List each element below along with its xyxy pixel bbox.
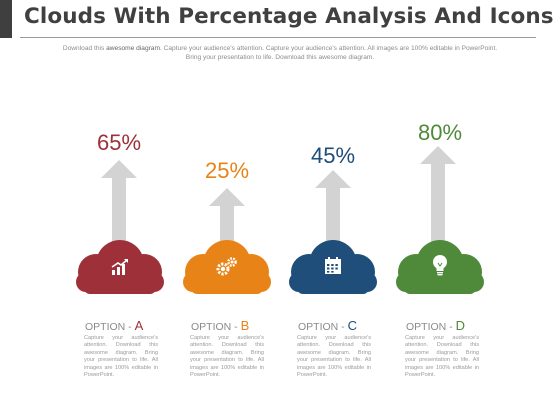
- option-label: OPTION - D: [406, 318, 465, 333]
- up-arrow: [209, 188, 245, 260]
- subtitle-post: . Capture your audience's attention. Cap…: [159, 45, 498, 61]
- subtitle-pre: Download this: [62, 45, 107, 52]
- option-prefix: OPTION -: [85, 321, 135, 333]
- percent-label: 80%: [417, 120, 463, 145]
- option-letter: B: [240, 318, 250, 333]
- option-description: Capture your audience's attention. Downl…: [190, 335, 264, 379]
- cloud-shape: [76, 240, 164, 294]
- option-description: Capture your audience's attention. Downl…: [84, 335, 158, 379]
- title-divider: [20, 37, 536, 38]
- option-prefix: OPTION -: [298, 321, 348, 333]
- growth-chart-icon: [111, 259, 128, 275]
- option-description: Capture your audience's attention. Downl…: [297, 335, 371, 379]
- up-arrow: [101, 160, 137, 260]
- lightbulb-icon: [433, 255, 447, 276]
- option-prefix: OPTION -: [406, 321, 456, 333]
- percent-label: 45%: [310, 143, 356, 168]
- option-letter: A: [134, 318, 144, 333]
- corner-accent-bar: [0, 0, 12, 38]
- subtitle-bold: awesome diagram: [106, 45, 160, 52]
- percent-label: 25%: [204, 158, 250, 183]
- option-label: OPTION - C: [298, 318, 357, 333]
- option-label: OPTION - A: [85, 318, 143, 333]
- option-letter: D: [455, 318, 465, 333]
- slide-title: Clouds With Percentage Analysis And Icon…: [24, 4, 554, 29]
- up-arrow: [315, 170, 351, 260]
- slide-subtitle: Download this awesome diagram. Capture y…: [60, 44, 500, 62]
- gears-icon: [216, 257, 237, 276]
- option-description: Capture your audience's attention. Downl…: [405, 335, 479, 379]
- up-arrow: [420, 146, 456, 260]
- option-prefix: OPTION -: [191, 321, 241, 333]
- calendar-icon: [325, 257, 341, 274]
- option-letter: C: [347, 318, 357, 333]
- percent-label: 65%: [96, 130, 142, 155]
- option-label: OPTION - B: [191, 318, 249, 333]
